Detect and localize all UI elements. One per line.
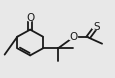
Text: O: O (26, 13, 34, 23)
Circle shape (26, 15, 34, 21)
Text: O: O (68, 32, 77, 42)
Circle shape (91, 24, 100, 29)
Text: S: S (92, 22, 99, 32)
Circle shape (68, 34, 77, 40)
